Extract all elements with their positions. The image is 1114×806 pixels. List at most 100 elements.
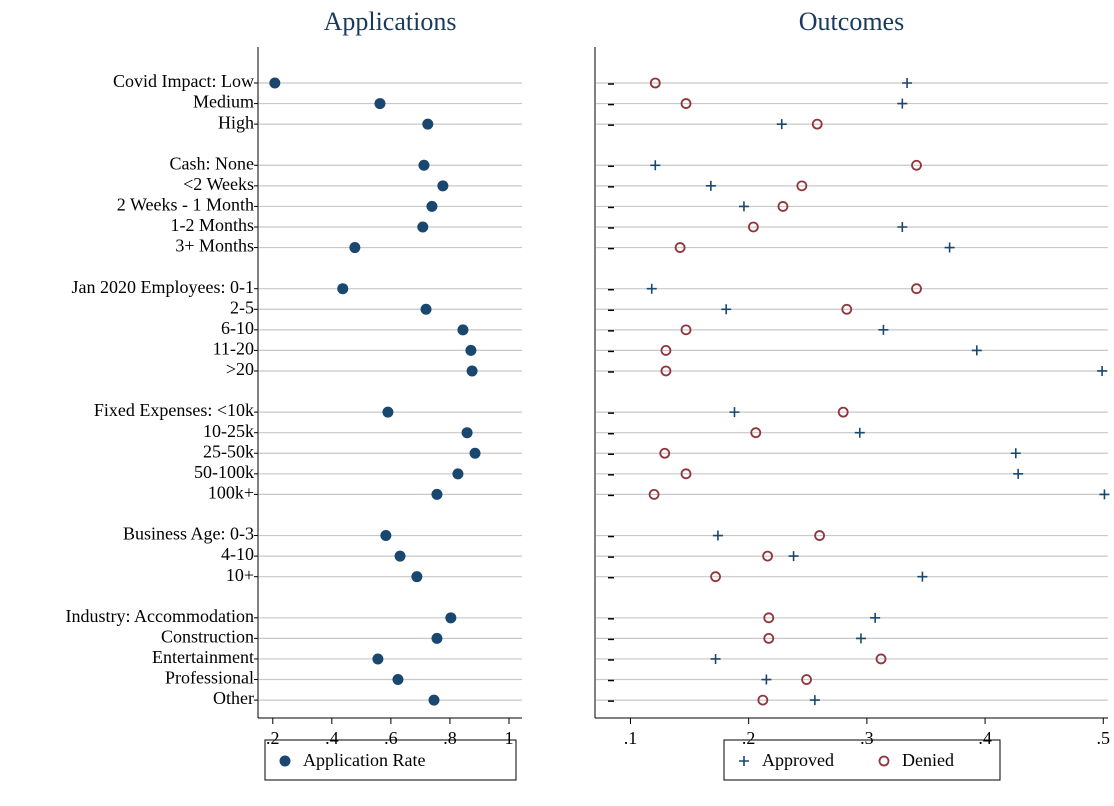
x-tick-label: .2 xyxy=(742,728,756,748)
dot xyxy=(466,365,478,377)
legend-box xyxy=(723,739,1001,781)
x-tick-label: 1 xyxy=(505,728,514,748)
dot xyxy=(418,159,430,171)
plus xyxy=(944,242,955,253)
dot xyxy=(374,98,386,110)
y-tick-label: 2-5 xyxy=(230,297,254,317)
plus xyxy=(902,78,913,88)
plus xyxy=(878,324,889,335)
x-tick-label: .5 xyxy=(1097,728,1111,748)
dot xyxy=(680,324,692,336)
dot xyxy=(417,221,429,233)
plus xyxy=(917,571,928,582)
y-tick-label: High xyxy=(218,112,254,132)
y-tick-label: 6-10 xyxy=(221,318,254,338)
dot xyxy=(878,755,890,767)
dot xyxy=(875,653,887,665)
y-tick-label: Covid Impact: Low xyxy=(113,71,254,91)
dot xyxy=(660,365,672,377)
y-tick-label: 100k+ xyxy=(208,483,254,503)
dot xyxy=(837,406,849,418)
plus xyxy=(710,653,721,664)
dot xyxy=(428,694,440,706)
dot xyxy=(461,427,473,439)
x-tick-label: .4 xyxy=(325,728,339,748)
dot xyxy=(420,303,432,315)
y-tick-label: 10-25k xyxy=(203,421,254,441)
y-tick-label: 25-50k xyxy=(203,441,254,461)
dot xyxy=(337,283,349,295)
dot xyxy=(814,530,825,541)
x-tick-label: .3 xyxy=(860,728,874,748)
dot xyxy=(437,180,449,192)
plus xyxy=(721,304,732,315)
dot xyxy=(911,283,922,295)
plus xyxy=(761,674,772,685)
y-tick-label: 11-20 xyxy=(213,339,254,359)
chart-title: Applications xyxy=(324,7,457,36)
dot xyxy=(392,674,404,686)
plus xyxy=(1010,448,1021,459)
dot xyxy=(710,571,721,583)
dot xyxy=(763,612,775,624)
dot xyxy=(747,221,759,233)
y-tick-label: Fixed Expenses: <10k xyxy=(94,400,254,420)
legend-box xyxy=(264,739,517,781)
dot xyxy=(750,427,762,439)
legend-label: Denied xyxy=(902,750,954,770)
dot xyxy=(841,303,853,315)
plus xyxy=(650,160,661,171)
chart-title: Outcomes xyxy=(799,7,904,36)
plus xyxy=(739,756,749,766)
y-tick-label: <2 Weeks xyxy=(183,174,254,194)
plus xyxy=(809,695,820,706)
dot xyxy=(445,612,457,624)
dot xyxy=(382,406,394,418)
dot xyxy=(431,488,443,500)
plus xyxy=(776,119,787,130)
dot xyxy=(659,447,671,459)
plus xyxy=(855,633,866,644)
y-tick-label: 2 Weeks - 1 Month xyxy=(117,195,254,215)
dot xyxy=(372,653,384,665)
y-tick-label: Jan 2020 Employees: 0-1 xyxy=(72,277,254,297)
dot xyxy=(763,632,775,644)
y-tick-label: 10+ xyxy=(226,565,254,585)
plus xyxy=(1097,365,1108,376)
y-tick-label: Business Age: 0-3 xyxy=(123,524,254,544)
plus xyxy=(646,283,657,294)
y-tick-label: 3+ Months xyxy=(175,236,254,256)
plus xyxy=(971,345,982,356)
dot xyxy=(757,694,769,706)
x-tick-label: .1 xyxy=(624,728,638,748)
dot xyxy=(426,200,438,212)
plus xyxy=(1013,468,1024,479)
dot xyxy=(680,98,692,109)
dot xyxy=(674,242,686,253)
plus xyxy=(738,201,749,212)
dot xyxy=(349,242,361,254)
plus xyxy=(788,551,799,562)
x-tick-label: .2 xyxy=(266,728,280,748)
dot xyxy=(777,201,789,212)
y-tick-label: Medium xyxy=(193,92,254,112)
dot xyxy=(465,344,477,356)
dot xyxy=(469,447,481,459)
dot xyxy=(411,571,423,583)
plus xyxy=(729,407,740,418)
plus xyxy=(705,180,716,191)
plus xyxy=(897,221,908,232)
dot xyxy=(811,118,823,130)
plus xyxy=(712,530,723,541)
dot xyxy=(279,755,291,767)
plus xyxy=(870,612,881,623)
y-tick-label: Other xyxy=(213,688,254,708)
y-tick-label: Industry: Accommodation xyxy=(66,606,254,626)
y-tick-label: Cash: None xyxy=(170,153,255,173)
dot xyxy=(648,488,660,500)
dot xyxy=(269,77,281,89)
dot xyxy=(680,468,692,480)
dot xyxy=(911,159,922,171)
